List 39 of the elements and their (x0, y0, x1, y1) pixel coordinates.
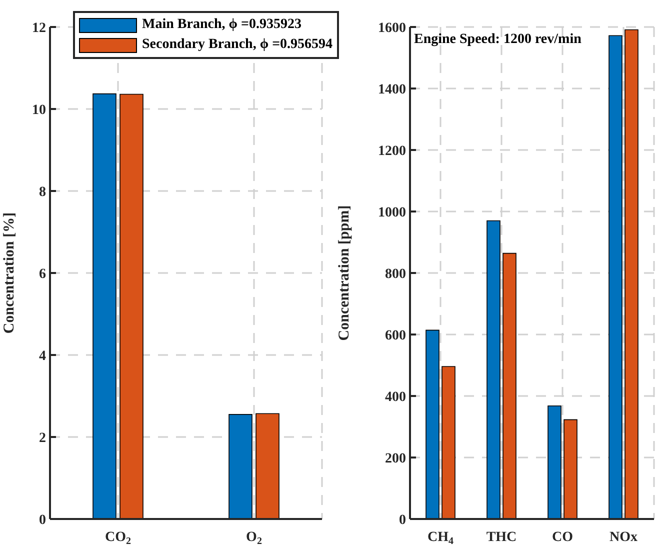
y-tick-label: 1400 (378, 82, 406, 98)
y-tick-label: 6 (39, 266, 46, 282)
y-tick-label: 400 (385, 390, 406, 405)
legend-label: Main Branch, ϕ =0.935923 (142, 17, 302, 33)
y-tick-label: 2 (39, 430, 46, 446)
y-tick-label: 10 (32, 102, 46, 118)
y-tick-label: 0 (399, 512, 406, 528)
bar (608, 35, 622, 519)
y-tick-label: 600 (385, 328, 406, 344)
y-tick-label: 8 (39, 184, 46, 200)
bar (92, 93, 116, 519)
annotation: Engine Speed: 1200 rev/min (414, 32, 582, 48)
y-tick-label: 4 (39, 348, 46, 364)
y-tick-label: 200 (385, 451, 406, 466)
bar (256, 413, 280, 519)
legend-label: Secondary Branch, ϕ =0.956594 (142, 37, 333, 53)
y-tick-label: 800 (385, 266, 406, 282)
x-tick-label: CO (552, 530, 574, 545)
y-tick-label: 1600 (378, 20, 406, 36)
x-tick-label: NOx (610, 530, 638, 545)
bar (486, 220, 500, 519)
bar (624, 29, 638, 519)
y-axis-title: Concentration [%] (1, 212, 18, 334)
y-tick-label: 0 (39, 512, 46, 528)
bar (228, 414, 252, 519)
y-axis-title: Concentration [ppm] (336, 205, 352, 341)
bar (442, 366, 456, 519)
x-tick-label: THC (486, 530, 517, 545)
x-tick-label: CH$_{4}$ (428, 530, 454, 547)
y-tick-label: 12 (32, 20, 46, 36)
y-tick-label: 1000 (378, 205, 406, 220)
bar (548, 405, 562, 519)
x-tick-label: O$_{2}$ (246, 530, 262, 547)
bar (426, 330, 440, 519)
y-tick-label: 1200 (378, 144, 406, 159)
bar (502, 252, 516, 519)
bar (120, 94, 144, 519)
x-tick-label: CO$_{2}$ (105, 530, 131, 547)
bar (564, 419, 578, 519)
